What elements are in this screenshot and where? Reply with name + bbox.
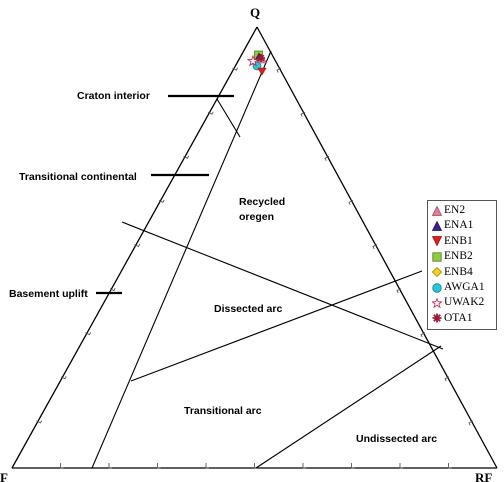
tick-right	[348, 199, 354, 206]
tick-bottom	[108, 463, 112, 469]
legend-marker-triangle-up-icon	[432, 205, 442, 216]
tick-left	[85, 332, 92, 336]
sample-points	[246, 50, 268, 76]
field-label-basement-uplift: Basement uplift	[9, 288, 88, 300]
legend-label: AWGA1	[444, 280, 485, 293]
legend-marker-triangle-up-icon	[432, 221, 442, 231]
legend-label: ENB2	[444, 250, 473, 263]
legend-item: ENB1	[432, 234, 494, 249]
field-label-undissected-arc: Undissected arc	[356, 433, 437, 445]
vertex-label-f: F	[0, 470, 8, 482]
legend-label: ENB1	[444, 234, 473, 247]
tick-bottom	[302, 463, 306, 469]
boundary-craton-interior	[216, 98, 241, 138]
vertex-label-q: Q	[250, 5, 260, 20]
point-uwak2	[246, 54, 260, 67]
tick-right	[468, 420, 474, 426]
legend-marker-triangle-down-icon	[432, 236, 442, 247]
legend-item: ENB2	[432, 249, 494, 264]
tick-left	[158, 199, 165, 204]
legend-marker-square-icon	[432, 252, 442, 262]
tick-left	[183, 155, 190, 159]
field-boundaries	[91, 50, 444, 469]
legend-marker-asterisk-icon	[432, 313, 442, 323]
tick-right	[276, 67, 282, 73]
tick-bottom	[399, 463, 403, 469]
legend-item: AWGA1	[432, 280, 494, 295]
point-ota1	[257, 54, 265, 62]
tick-bottom	[351, 463, 355, 469]
tick-right	[300, 111, 306, 117]
legend-label: ENA1	[444, 219, 474, 232]
point-enb1	[257, 67, 267, 76]
tick-right	[396, 288, 402, 294]
tick-left	[232, 67, 239, 71]
legend-marker-diamond-icon	[432, 267, 442, 278]
tick-left	[134, 243, 141, 248]
tick-left	[60, 376, 67, 380]
tick-bottom	[448, 463, 452, 469]
field-label-recycled-orogen-2: oregen	[239, 211, 274, 223]
legend-label: EN2	[444, 203, 466, 216]
legend-label: UWAK2	[444, 296, 485, 309]
tick-right	[420, 332, 426, 338]
legend-label: ENB4	[444, 265, 473, 278]
legend: EN2 ENA1 ENB1 ENB2 ENB4 AWGA1 UWAK2 OTA1	[427, 200, 497, 331]
tick-bottom	[157, 463, 161, 469]
tick-right	[372, 244, 378, 250]
tick-marks	[36, 67, 474, 469]
legend-marker-star-icon	[432, 298, 442, 309]
tick-right	[324, 155, 330, 161]
tick-bottom	[205, 463, 209, 469]
legend-item: OTA1	[432, 311, 494, 326]
boundary-undissected-arc	[255, 345, 442, 469]
tick-left	[36, 420, 43, 424]
field-label-transitional-arc: Transitional arc	[184, 405, 262, 417]
tick-left	[109, 287, 116, 292]
legend-item: UWAK2	[432, 295, 494, 310]
legend-item: ENA1	[432, 218, 494, 233]
tick-left	[207, 111, 214, 115]
legend-item: EN2	[432, 203, 494, 218]
boundary-recycled-orogen	[121, 221, 444, 350]
field-label-transitional-continental: Transitional continental	[19, 171, 137, 183]
legend-label: OTA1	[444, 311, 473, 324]
label-leaders	[96, 94, 234, 295]
field-label-recycled-orogen-1: Recycled	[239, 196, 285, 208]
boundary-dissected-arc	[130, 270, 423, 382]
triangle-edge-right	[256, 26, 498, 469]
field-label-craton-interior: Craton interior	[77, 90, 150, 102]
tick-bottom	[60, 463, 64, 469]
field-label-dissected-arc: Dissected arc	[214, 303, 282, 315]
legend-marker-circle-icon	[432, 282, 442, 293]
boundary-continental-block	[91, 50, 272, 469]
tick-right	[444, 376, 450, 382]
vertex-label-rf: RF	[475, 470, 492, 482]
triangle-edge-left	[11, 26, 258, 469]
legend-item: ENB4	[432, 265, 494, 280]
